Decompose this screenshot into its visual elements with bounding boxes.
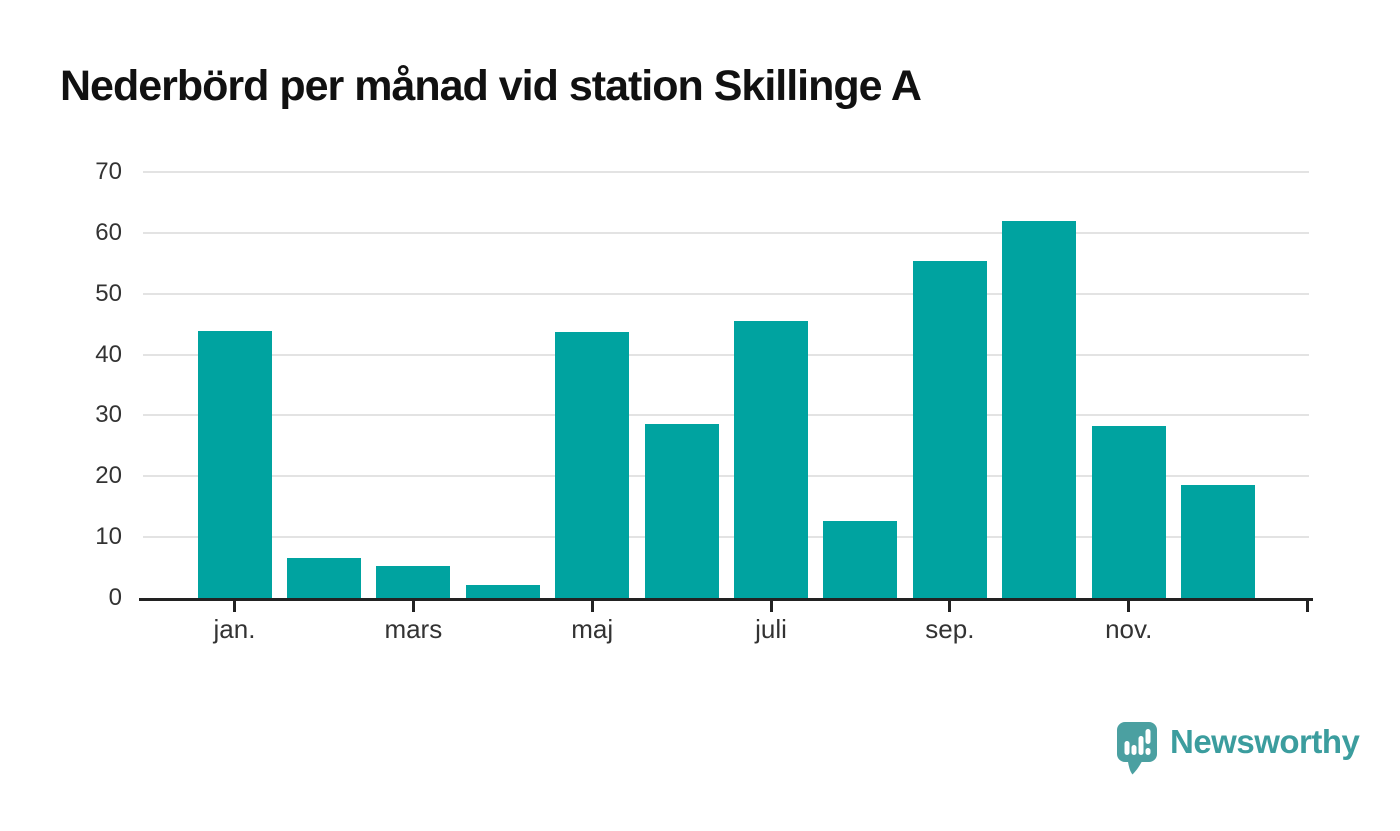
newsworthy-brand: Newsworthy [1117, 722, 1360, 775]
bar-apr [465, 585, 540, 598]
bar-juni [644, 424, 719, 598]
x-axis-label-sep: sep. [925, 614, 975, 644]
bar-maj [555, 332, 630, 598]
gridline-40 [143, 353, 1309, 356]
y-axis-label-10: 10 [95, 523, 122, 551]
gridline-60 [143, 231, 1309, 234]
plot-area: 0 10 20 30 40 50 60 70 jan. mars maj juli sep. nov. [95, 158, 1313, 644]
y-axis-label-0: 0 [108, 584, 122, 611]
x-axis-tick-6 [769, 598, 773, 612]
bar-dec [1181, 485, 1256, 598]
bar-juli [734, 321, 809, 598]
y-axis-label-50: 50 [95, 279, 122, 307]
bar-nov [1091, 426, 1166, 598]
logo-bubble-tail [1127, 758, 1144, 775]
newsworthy-logo-text: Newsworthy [1170, 723, 1360, 760]
gridline-50 [143, 292, 1309, 295]
x-axis-tick-2 [411, 598, 415, 612]
bar-jan [197, 331, 272, 598]
x-axis-tick-10 [1127, 598, 1131, 612]
logo-bar-chart-glyph [1124, 729, 1151, 755]
x-axis-tick-0 [233, 598, 236, 612]
y-axis-label-70: 70 [95, 158, 122, 185]
x-axis-label-juli: juli [755, 614, 787, 644]
x-axis-tick-4 [590, 598, 594, 612]
bar-aug [823, 521, 898, 598]
x-axis-label-mars: mars [384, 614, 443, 644]
y-axis-label-20: 20 [95, 462, 122, 490]
y-axis-label-60: 60 [95, 218, 122, 246]
gridline-20 [143, 475, 1309, 478]
logo-bubble [1117, 722, 1157, 762]
bar-okt [1002, 221, 1077, 598]
x-axis-label-maj: maj [571, 614, 614, 644]
bar-sep [912, 261, 987, 598]
x-axis-label-jan: jan. [213, 614, 256, 644]
x-axis-tick-8 [948, 598, 952, 612]
x-axis-line [139, 598, 1313, 601]
y-axis-label-40: 40 [95, 340, 122, 368]
gridline-70 [143, 171, 1309, 173]
chart-title: Nederbörd per månad vid station Skilling… [60, 62, 922, 110]
x-axis-label-nov: nov. [1105, 614, 1153, 644]
newsworthy-logo-icon [1117, 722, 1157, 775]
bar-feb [286, 558, 361, 598]
y-axis-label-30: 30 [95, 401, 122, 429]
gridline-30 [143, 414, 1309, 417]
bar-mars [376, 566, 451, 598]
gridline-10 [143, 536, 1309, 539]
x-axis-tick-12 [1306, 598, 1310, 612]
